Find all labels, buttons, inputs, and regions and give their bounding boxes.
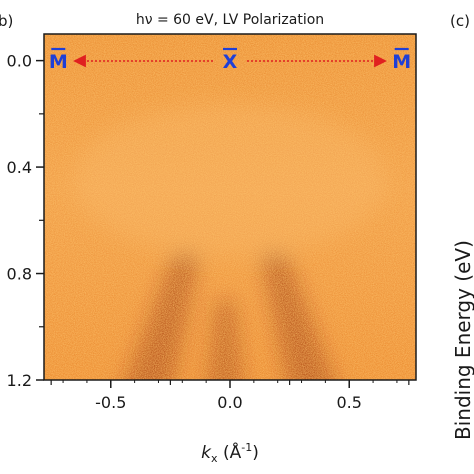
x-axis-label: kx (Å-1) [201, 441, 259, 465]
chart-title: hν = 60 eV, LV Polarization [136, 12, 324, 28]
spectrum-plot [44, 34, 416, 380]
y-axis: 0.0 0.4 0.8 1.2 [7, 52, 44, 390]
intensity-noise [44, 34, 416, 380]
x-axis-unit: (Å [218, 441, 242, 463]
y-tick-label: 1.2 [7, 371, 32, 390]
x-tick-label: 0.0 [217, 393, 242, 412]
symmetry-point-m-3: M [392, 51, 411, 73]
y-tick-label: 0.0 [7, 52, 32, 71]
symmetry-point-x-2: X [223, 51, 238, 73]
x-tick-label: -0.5 [95, 393, 126, 412]
x-axis-close: ) [252, 443, 259, 463]
y-tick-label: 0.4 [7, 158, 32, 177]
binding-energy-axis-label: Binding Energy (eV) [451, 240, 474, 440]
x-axis-sup: -1 [241, 441, 252, 454]
x-axis-sub: x [211, 452, 218, 465]
panel-label-b: b) [0, 12, 13, 30]
y-tick-label: 0.8 [7, 265, 32, 284]
symmetry-point-m-1: M [49, 51, 68, 73]
x-axis-var: k [201, 443, 212, 463]
x-axis: -0.5 0.0 0.5 [50, 380, 410, 412]
panel-label-c: (c) [450, 12, 470, 30]
x-tick-label: 0.5 [337, 393, 362, 412]
